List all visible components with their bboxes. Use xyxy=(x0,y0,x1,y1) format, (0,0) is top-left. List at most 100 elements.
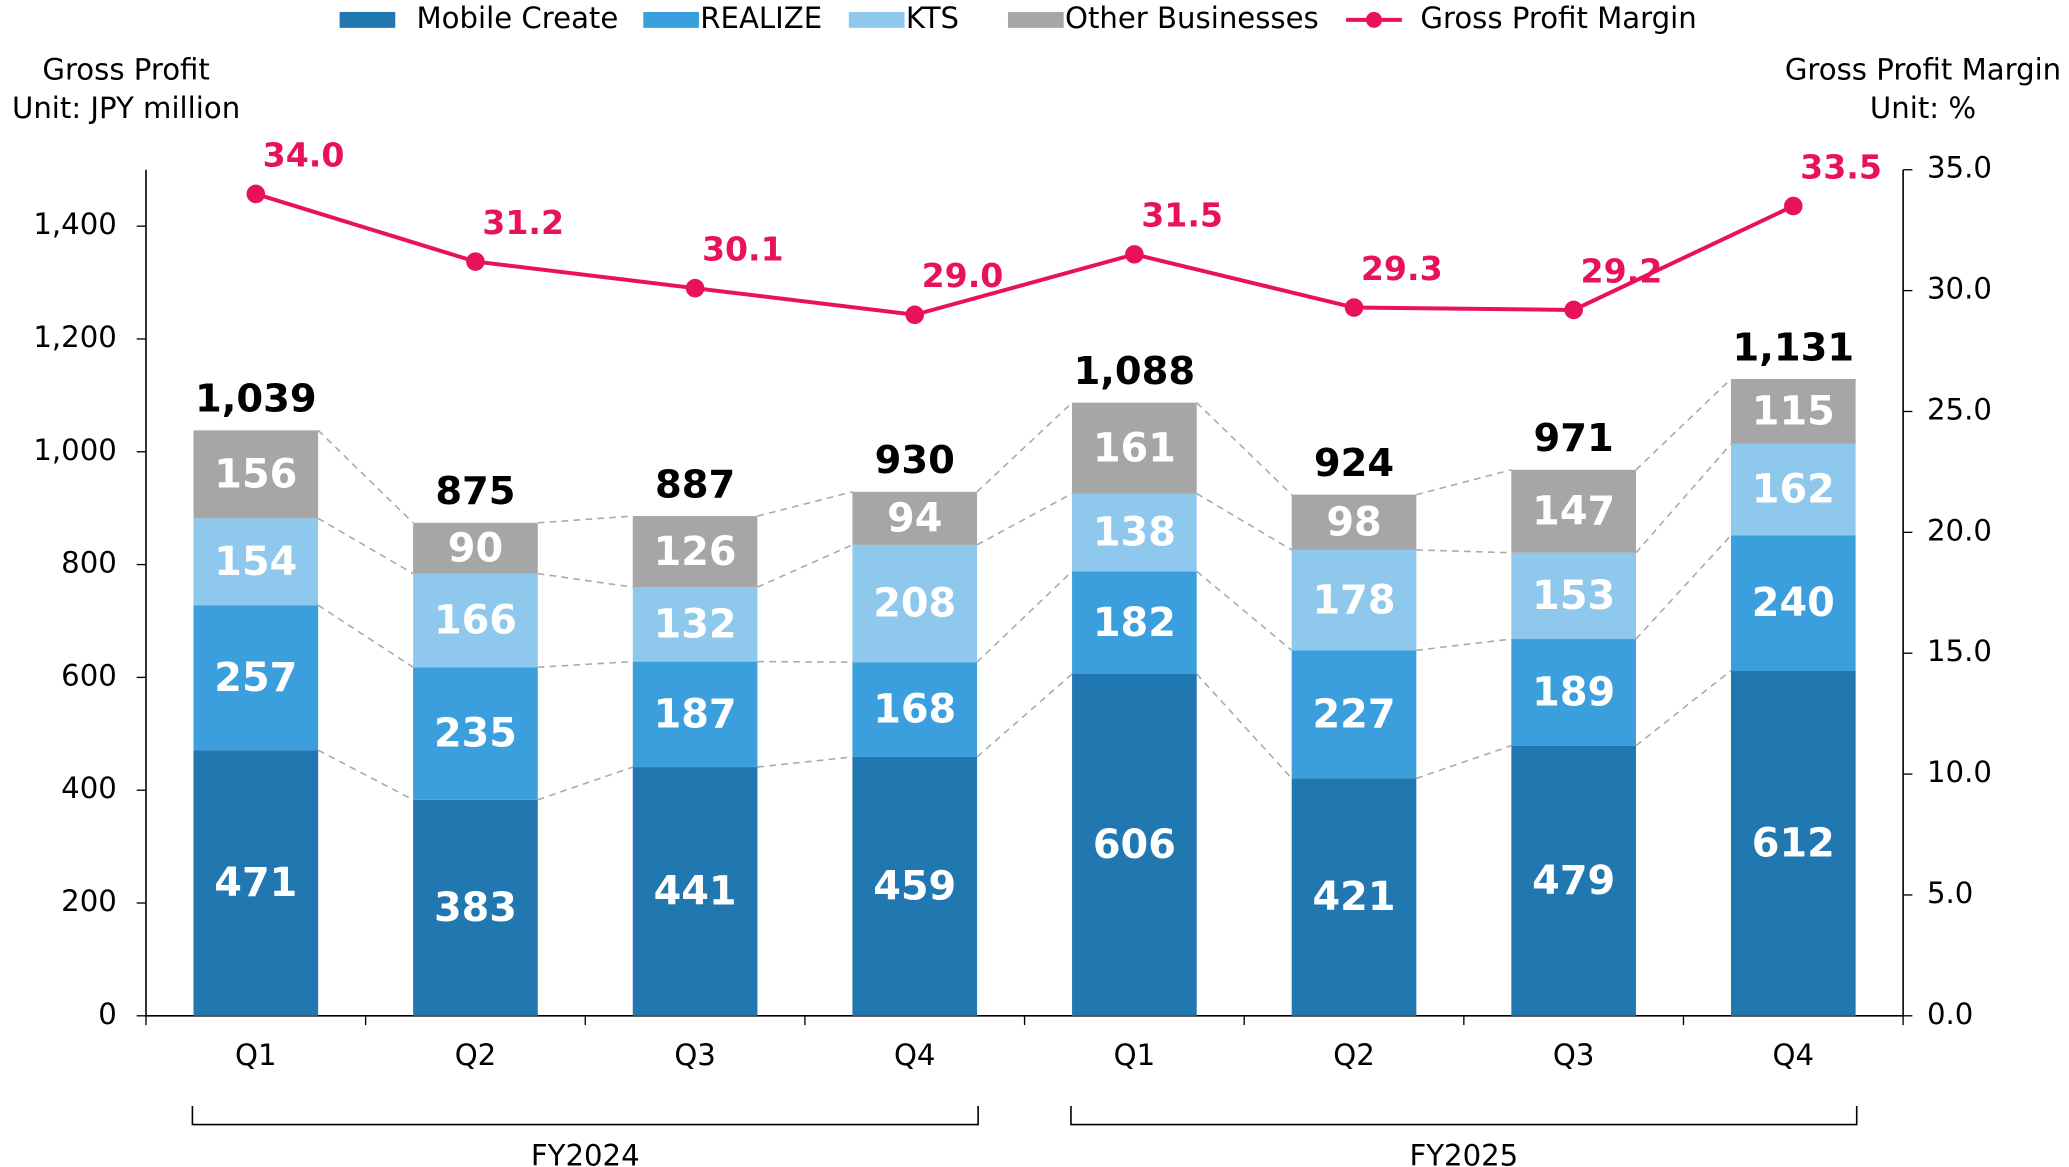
bar-segment xyxy=(632,767,758,1016)
y2-tick-label: 25.0 xyxy=(1927,392,1992,426)
connector xyxy=(976,492,1073,546)
segment-label: 240 xyxy=(1752,580,1835,626)
x-tick-label: Q4 xyxy=(1773,1038,1815,1072)
segment-label: 235 xyxy=(434,711,517,757)
segment-label: 421 xyxy=(1313,874,1396,920)
y-tick-label: 600 xyxy=(61,658,117,692)
margin-label: 29.3 xyxy=(1361,249,1443,288)
y2-tick-label: 0.0 xyxy=(1927,997,1973,1031)
legend-swatch xyxy=(1366,11,1382,28)
y-tick-label: 0 xyxy=(98,997,117,1031)
segment-label: 441 xyxy=(654,869,737,915)
bar-segment xyxy=(1730,670,1856,1016)
segment-label: 153 xyxy=(1532,573,1615,619)
connector xyxy=(1416,469,1512,496)
legend-swatch xyxy=(1007,11,1064,28)
connector xyxy=(317,429,414,524)
bar-segment xyxy=(1072,674,1197,1016)
connector xyxy=(1416,638,1512,652)
segment-label: 126 xyxy=(654,529,737,575)
bar-segment xyxy=(193,430,319,519)
total-label: 887 xyxy=(655,462,735,507)
group-bracket xyxy=(191,1105,979,1126)
margin-point xyxy=(1344,298,1364,317)
segment-label: 187 xyxy=(654,691,737,737)
segment-label: 208 xyxy=(873,581,956,627)
connector xyxy=(757,491,853,517)
bar-segment xyxy=(1291,778,1417,1016)
segment-label: 166 xyxy=(434,598,517,644)
x-tick-label: Q1 xyxy=(235,1038,277,1072)
bar-segment xyxy=(1511,745,1636,1016)
segment-label: 162 xyxy=(1752,467,1835,513)
connector xyxy=(976,673,1073,758)
total-label: 924 xyxy=(1314,441,1394,486)
legend-swatch xyxy=(643,11,699,28)
y2-tick-label: 15.0 xyxy=(1927,634,1992,668)
connector xyxy=(537,515,633,524)
segment-label: 606 xyxy=(1093,822,1176,868)
margin-point xyxy=(1125,245,1144,264)
legend-label: Gross Profit Margin xyxy=(1420,1,1696,35)
segment-label: 189 xyxy=(1532,669,1615,715)
connector xyxy=(1635,669,1732,747)
bar-segment xyxy=(193,750,319,1016)
bar-segment xyxy=(413,667,538,800)
connector xyxy=(317,749,414,801)
bar-segment xyxy=(1730,535,1856,671)
bar-segment xyxy=(193,605,319,751)
margin-label: 31.5 xyxy=(1141,196,1223,235)
connector xyxy=(1196,673,1293,779)
x-tick-label: Q4 xyxy=(894,1038,936,1072)
segment-label: 156 xyxy=(214,451,297,497)
bar-segment xyxy=(852,491,978,545)
segment-label: 161 xyxy=(1093,425,1176,471)
x-tick-label: Q1 xyxy=(1114,1038,1156,1072)
segment-label: 154 xyxy=(214,539,297,585)
bar-segment xyxy=(1291,549,1417,651)
segment-label: 612 xyxy=(1752,820,1835,866)
bar-segment xyxy=(1730,443,1856,536)
y2-axis-label: Unit: % xyxy=(1870,91,1976,125)
y2-tick-label: 30.0 xyxy=(1927,272,1992,306)
connector xyxy=(1196,492,1293,551)
margin-line xyxy=(255,192,1795,317)
connector xyxy=(1635,378,1732,471)
y-tick-label: 1,200 xyxy=(33,320,116,354)
bar-segment xyxy=(1291,494,1417,550)
segment-label: 90 xyxy=(448,525,503,571)
segment-label: 182 xyxy=(1093,600,1176,646)
y2-tick-label: 10.0 xyxy=(1927,755,1992,789)
connector xyxy=(757,756,853,768)
group-label: FY2025 xyxy=(1409,1139,1518,1167)
segment-label: 98 xyxy=(1326,499,1381,545)
connector xyxy=(1635,443,1732,554)
segment-label: 383 xyxy=(434,885,517,931)
bar-segment xyxy=(1072,493,1197,572)
y2-axis-label: Gross Profit Margin xyxy=(1785,53,2061,87)
connector xyxy=(1196,402,1293,496)
margin-point xyxy=(1784,196,1803,216)
legend-label: KTS xyxy=(906,1,959,35)
connector xyxy=(317,517,414,575)
margin-point xyxy=(466,252,485,271)
segment-label: 471 xyxy=(214,860,297,906)
y-tick-label: 1,000 xyxy=(33,433,116,467)
x-tick-label: Q2 xyxy=(1333,1038,1375,1072)
segment-label: 94 xyxy=(887,495,942,541)
bar-segment xyxy=(632,587,758,662)
y-tick-label: 400 xyxy=(61,771,117,805)
x-tick-label: Q2 xyxy=(455,1038,497,1072)
bar-segment xyxy=(413,573,538,668)
connector xyxy=(976,402,1073,493)
x-tick-label: Q3 xyxy=(1553,1038,1595,1072)
segment-label: 459 xyxy=(873,864,956,910)
y-axis-label: Gross Profit xyxy=(42,53,209,87)
segment-label: 479 xyxy=(1532,858,1615,904)
margin-label: 29.2 xyxy=(1581,251,1663,290)
margin-point xyxy=(905,305,925,325)
total-label: 971 xyxy=(1534,416,1614,461)
total-label: 1,131 xyxy=(1733,325,1855,370)
margin-point xyxy=(1564,300,1583,320)
total-label: 1,039 xyxy=(195,377,317,422)
